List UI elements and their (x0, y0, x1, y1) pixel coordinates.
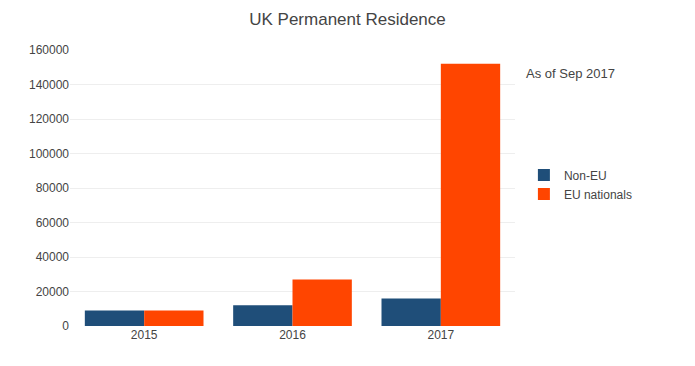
svg-text:2015: 2015 (131, 328, 158, 342)
svg-text:Non-EU: Non-EU (564, 169, 607, 183)
svg-text:120000: 120000 (29, 112, 69, 126)
svg-text:20000: 20000 (36, 285, 70, 299)
svg-text:160000: 160000 (29, 43, 69, 57)
svg-text:80000: 80000 (36, 181, 70, 195)
svg-text:UK Permanent Residence: UK Permanent Residence (249, 10, 446, 29)
svg-text:2017: 2017 (427, 328, 454, 342)
svg-text:EU nationals: EU nationals (564, 188, 632, 202)
svg-text:100000: 100000 (29, 147, 69, 161)
svg-text:0: 0 (62, 319, 69, 333)
svg-text:2016: 2016 (279, 328, 306, 342)
svg-text:140000: 140000 (29, 78, 69, 92)
svg-text:40000: 40000 (36, 250, 70, 264)
svg-text:As of Sep 2017: As of Sep 2017 (526, 66, 615, 81)
svg-text:60000: 60000 (36, 216, 70, 230)
